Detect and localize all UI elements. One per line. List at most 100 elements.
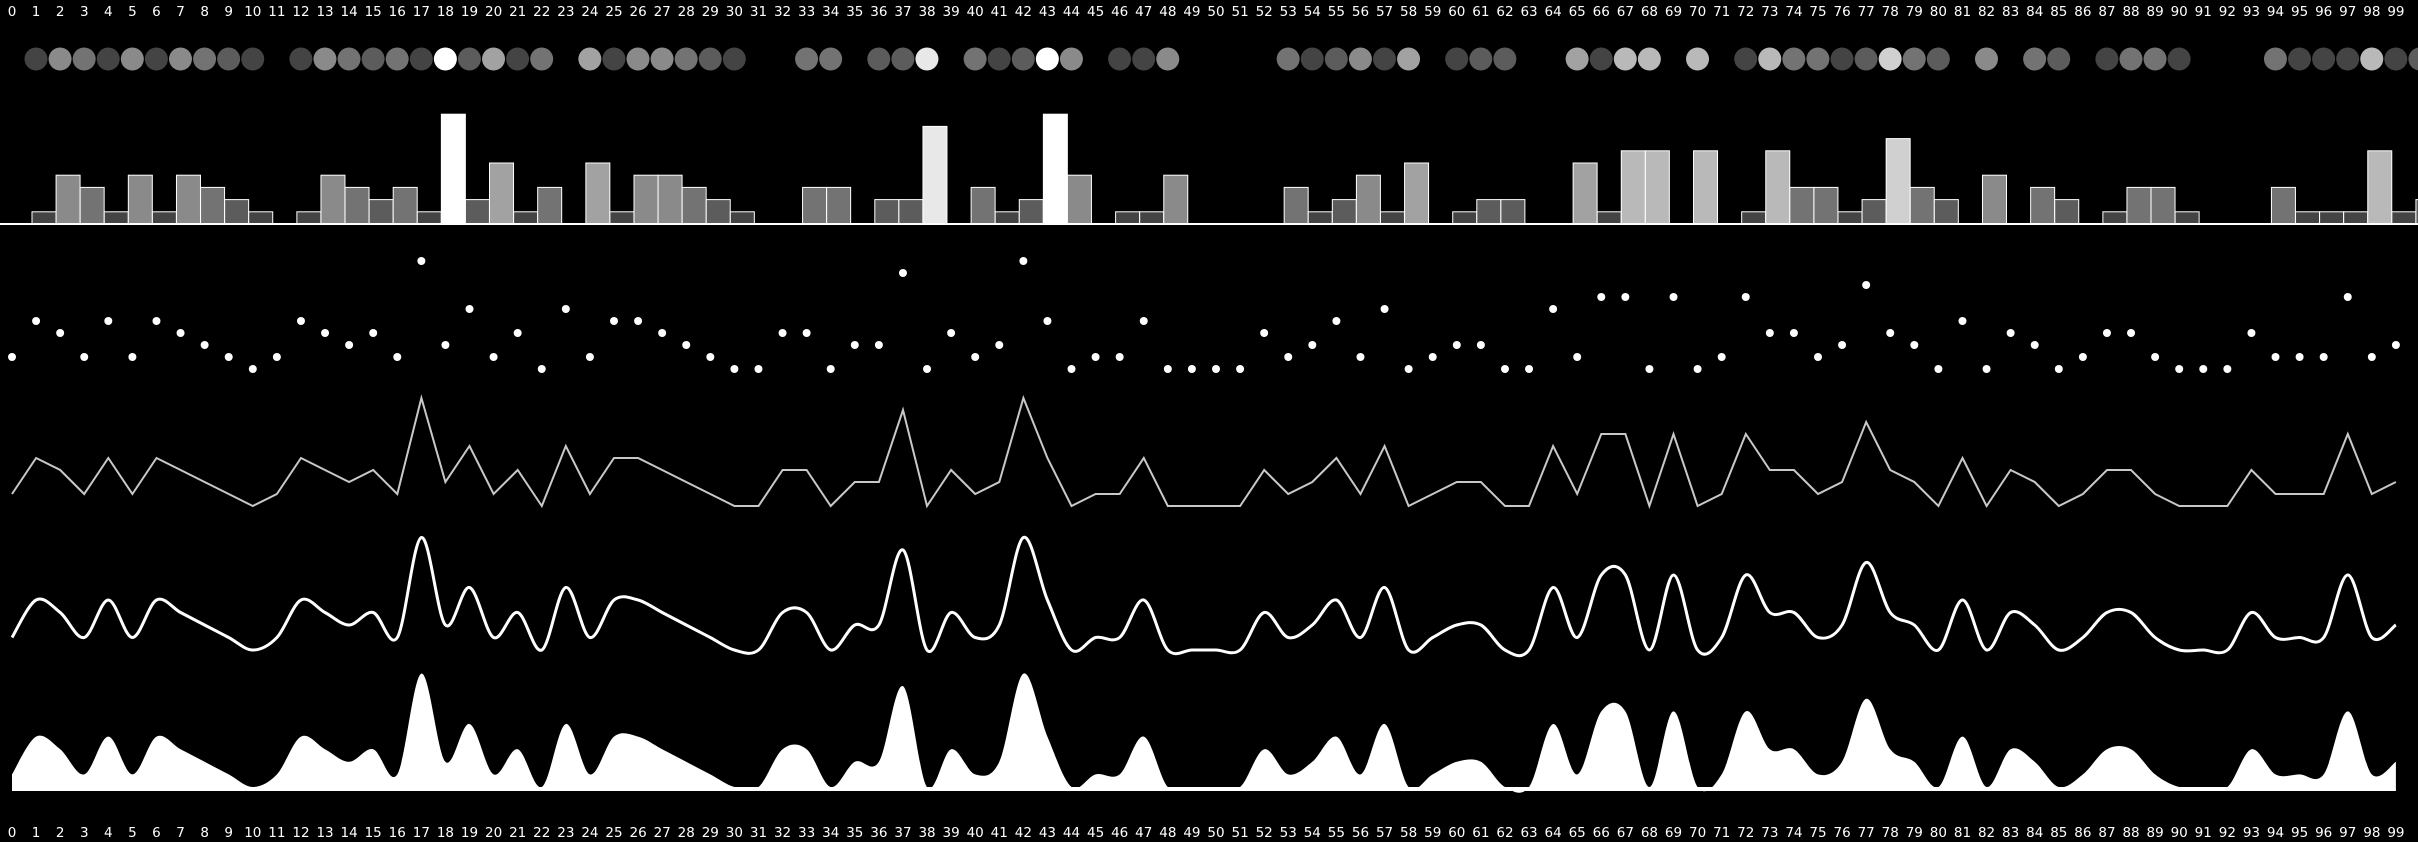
scatter-point [995, 341, 1004, 349]
x-tick-label-bottom: 53 [1280, 825, 1297, 841]
bar [1813, 186, 1839, 225]
bar [657, 174, 683, 225]
scatter-point [1741, 293, 1750, 301]
heat-dot [433, 47, 457, 71]
scatter-point [1693, 365, 1702, 373]
scatter-point [1404, 365, 1413, 373]
x-tick-label-top: 8 [200, 4, 209, 20]
x-tick-label-bottom: 33 [798, 825, 815, 841]
heat-dot [72, 47, 96, 71]
bar [2343, 211, 2369, 225]
x-tick-label-top: 36 [870, 4, 887, 20]
scatter-point [272, 353, 281, 361]
scatter-point [2078, 353, 2087, 361]
bar [1861, 199, 1887, 225]
scatter-point [1549, 305, 1558, 313]
x-tick-label-bottom: 70 [1689, 825, 1706, 841]
heat-dot [1132, 47, 1156, 71]
bar [1572, 162, 1598, 225]
scatter-point [224, 353, 233, 361]
x-tick-label-top: 87 [2098, 4, 2115, 20]
x-tick-label-top: 80 [1930, 4, 1947, 20]
x-tick-label-top: 32 [774, 4, 791, 20]
x-tick-label-bottom: 54 [1304, 825, 1321, 841]
bar [31, 211, 57, 225]
x-tick-label-top: 50 [1207, 4, 1224, 20]
x-tick-label-top: 45 [1087, 4, 1104, 20]
x-tick-label-bottom: 28 [678, 825, 695, 841]
x-tick-label-bottom: 48 [1159, 825, 1176, 841]
x-tick-label-bottom: 32 [774, 825, 791, 841]
bar [1644, 150, 1670, 225]
bar [1981, 174, 2007, 225]
scatter-point [923, 365, 932, 373]
heat-dot [1276, 47, 1300, 71]
heat-dot [1035, 47, 1059, 71]
x-tick-label-bottom: 74 [1785, 825, 1802, 841]
x-tick-label-bottom: 76 [1833, 825, 1850, 841]
x-tick-label-bottom: 77 [1858, 825, 1875, 841]
scatter-point [152, 317, 161, 325]
bar [79, 186, 105, 225]
heat-dot [2408, 47, 2418, 71]
bar [609, 211, 635, 225]
x-tick-label-top: 24 [581, 4, 598, 20]
x-tick-label-bottom: 1 [32, 825, 41, 841]
x-tick-label-top: 78 [1882, 4, 1899, 20]
x-tick-label-bottom: 8 [200, 825, 209, 841]
bar [2295, 211, 2321, 225]
scatter-point [1380, 305, 1389, 313]
x-tick-label-top: 90 [2171, 4, 2188, 20]
heat-dot [1637, 47, 1661, 71]
bar [1500, 199, 1526, 225]
x-tick-label-top: 23 [557, 4, 574, 20]
x-tick-label-bottom: 42 [1015, 825, 1032, 841]
x-tick-label-bottom: 59 [1424, 825, 1441, 841]
scatter-point [1019, 257, 1028, 265]
heat-dot-row [24, 47, 2418, 71]
scatter-point [826, 365, 835, 373]
x-tick-label-top: 47 [1135, 4, 1152, 20]
x-tick-label-top: 88 [2122, 4, 2139, 20]
x-tick-label-top: 0 [8, 4, 17, 20]
x-tick-label-bottom: 69 [1665, 825, 1682, 841]
x-tick-label-top: 49 [1183, 4, 1200, 20]
heat-dot [1324, 47, 1348, 71]
x-tick-label-bottom: 62 [1496, 825, 1513, 841]
x-tick-label-bottom: 51 [1231, 825, 1248, 841]
x-tick-label-top: 35 [846, 4, 863, 20]
x-tick-label-top: 69 [1665, 4, 1682, 20]
heat-dot [987, 47, 1011, 71]
bar [1476, 199, 1502, 225]
x-tick-label-top: 44 [1063, 4, 1080, 20]
scatter-point [947, 329, 956, 337]
x-tick-label-bottom: 31 [750, 825, 767, 841]
scatter-point [2151, 353, 2160, 361]
bar [1620, 150, 1646, 225]
scatter-point [8, 353, 16, 361]
heat-dot [96, 47, 120, 71]
scatter-point [1428, 353, 1437, 361]
scatter-point [2223, 365, 2232, 373]
heat-dot [722, 47, 746, 71]
scatter-point [176, 329, 185, 337]
x-tick-label-bottom: 46 [1111, 825, 1128, 841]
x-tick-label-top: 83 [2002, 4, 2019, 20]
x-tick-label-top: 66 [1593, 4, 1610, 20]
x-tick-label-top: 17 [413, 4, 430, 20]
x-tick-label-bottom: 7 [176, 825, 185, 841]
scatter-point [802, 329, 811, 337]
x-tick-labels-bottom: 0 1 2 3 4 5 6 7 8 9 10 11 12 13 14 15 16 17 18 19 20 21 22 23 24… [8, 825, 2405, 841]
bar [2174, 211, 2200, 225]
scatter-point [1356, 353, 1365, 361]
x-tick-label-top: 98 [2363, 4, 2380, 20]
scatter-point [2319, 353, 2328, 361]
bar [802, 186, 828, 225]
x-tick-label-bottom: 78 [1882, 825, 1899, 841]
scatter-point [610, 317, 618, 325]
heat-dot [2384, 47, 2408, 71]
scatter-point [1091, 353, 1100, 361]
x-tick-label-top: 31 [750, 4, 767, 20]
